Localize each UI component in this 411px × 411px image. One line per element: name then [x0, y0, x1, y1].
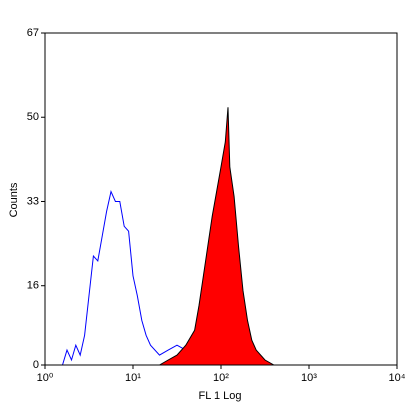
x-axis-label: FL 1 Log: [198, 390, 241, 402]
y-tick-label: 16: [27, 280, 39, 292]
histogram-area: [157, 107, 276, 366]
x-tick-label: 10¹: [125, 372, 141, 384]
x-tick-label: 10²: [213, 372, 229, 384]
y-axis-label: Counts: [8, 182, 20, 217]
y-tick-label: 67: [27, 27, 39, 39]
y-tick-label: 50: [27, 111, 39, 123]
histogram-line: [62, 190, 222, 366]
y-tick-label: 0: [33, 359, 39, 371]
x-tick-label: 10⁴: [389, 372, 406, 384]
x-tick-label: 10⁰: [37, 372, 54, 384]
x-tick-label: 10³: [301, 372, 317, 384]
y-tick-label: 33: [27, 195, 39, 207]
